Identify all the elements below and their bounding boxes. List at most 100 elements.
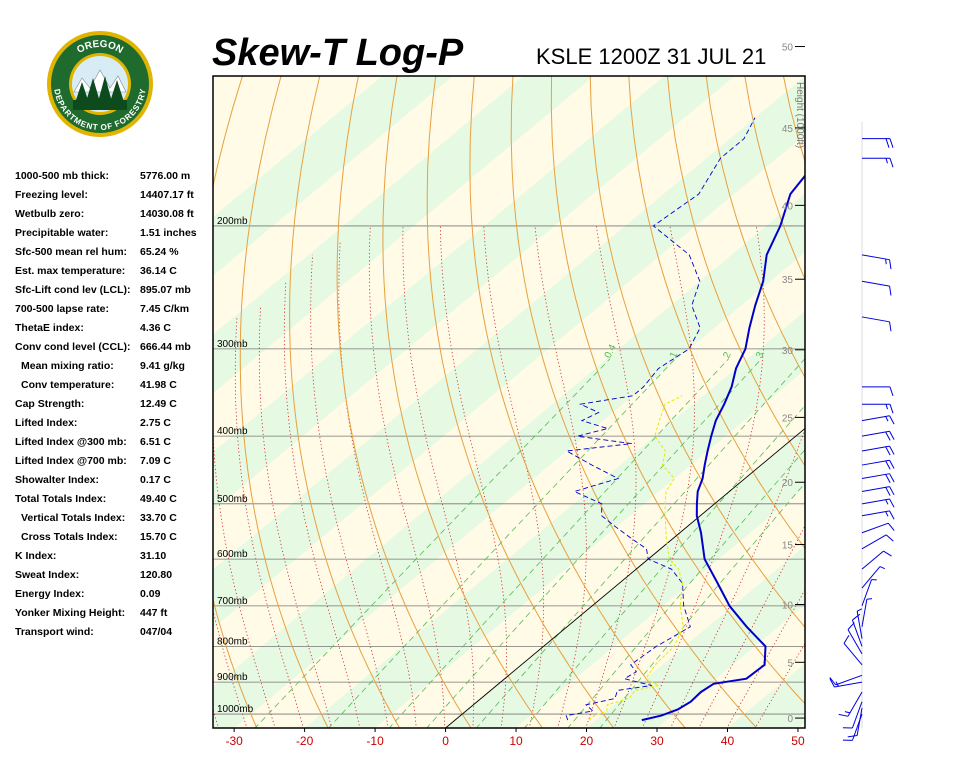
isotherm-band xyxy=(868,76,960,728)
isotherm-band xyxy=(586,545,805,728)
isotherm-band xyxy=(213,76,735,511)
stat-value: 33.70 C xyxy=(140,512,177,524)
dry-adiabat xyxy=(426,76,615,728)
stat-row: 700-500 lapse rate: 7.45 C/km xyxy=(15,303,215,322)
dry-adiabat xyxy=(382,76,543,728)
stat-row: Wetbulb zero: 14030.08 ft xyxy=(15,208,215,227)
dry-adiabat xyxy=(705,76,805,379)
stat-label: Yonker Mixing Height: xyxy=(15,607,126,619)
stat-row: Freezing level: 14407.17 ft xyxy=(15,189,215,208)
stat-label: Energy Index: xyxy=(15,588,85,600)
wetbulb-line xyxy=(588,395,684,721)
dry-adiabat xyxy=(782,76,805,164)
stat-row: K Index: 31.10 xyxy=(15,550,215,569)
x-tick-label: 0 xyxy=(442,734,449,748)
moist-adiabat xyxy=(439,225,507,728)
wind-barb xyxy=(829,674,863,686)
stat-value: 120.80 xyxy=(140,569,173,581)
dry-adiabat xyxy=(821,71,960,729)
temperature-line xyxy=(641,174,805,722)
mixing-ratio-label: 1 xyxy=(668,350,681,360)
oregon-forestry-logo: OREGON DEPARTMENT OF FORESTRY xyxy=(47,31,153,137)
stat-row: Total Totals Index: 49.40 C xyxy=(15,493,215,512)
height-tick-label: 45 xyxy=(782,124,794,135)
height-tick-label: 40 xyxy=(782,201,794,212)
stat-label: Freezing level: xyxy=(15,189,88,201)
moist-adiabat xyxy=(402,225,475,728)
wind-barb xyxy=(861,498,895,508)
stat-value: 41.98 C xyxy=(140,379,177,391)
dry-adiabat xyxy=(936,71,960,729)
wind-barb xyxy=(861,430,895,441)
stat-value: 447 ft xyxy=(140,607,168,619)
x-tick-label: -10 xyxy=(366,734,384,748)
stat-row: Conv temperature: 41.98 C xyxy=(15,379,215,398)
stat-label: Showalter Index: xyxy=(15,474,100,486)
isotherm-band xyxy=(304,311,805,728)
mixing-ratio-line xyxy=(388,358,729,728)
stat-label: Transport wind: xyxy=(15,626,94,638)
stat-row: Lifted Index @300 mb: 6.51 C xyxy=(15,436,215,455)
stat-label: ThetaE index: xyxy=(15,322,84,334)
stat-row: Sfc-Lift cond lev (LCL): 895.07 mb xyxy=(15,284,215,303)
dry-adiabat xyxy=(550,76,805,705)
wind-barb xyxy=(842,701,863,729)
dry-adiabat xyxy=(135,71,205,729)
wind-barb xyxy=(861,459,895,470)
wind-barb xyxy=(843,634,863,666)
stat-value: 15.70 C xyxy=(140,531,177,543)
dry-adiabat xyxy=(628,76,805,550)
isotherm-band xyxy=(213,193,805,728)
mixing-ratio-line xyxy=(567,449,805,728)
station-time: KSLE 1200Z 31 JUL 21 xyxy=(536,44,767,69)
height-tick-label: 0 xyxy=(787,714,793,725)
stat-value: 31.10 xyxy=(140,550,167,562)
wind-barb xyxy=(861,473,895,483)
wind-barb xyxy=(862,138,894,148)
stat-row: Precipitable water: 1.51 inches xyxy=(15,227,215,246)
moist-adiabat xyxy=(483,225,545,728)
dry-adiabat xyxy=(336,76,472,728)
moist-adiabat xyxy=(213,708,220,728)
stat-row: Lifted Index: 2.75 C xyxy=(15,417,215,436)
isotherm-band xyxy=(213,76,594,394)
dry-adiabat xyxy=(289,76,401,728)
wind-barb xyxy=(847,707,863,738)
stat-label: Vertical Totals Index: xyxy=(21,512,126,524)
wind-barb xyxy=(862,157,894,168)
mixing-ratio-line xyxy=(254,358,611,728)
dry-adiabat xyxy=(510,76,758,728)
stat-value: 36.14 C xyxy=(140,265,177,277)
stat-label: Conv temperature: xyxy=(21,379,115,391)
pressure-label: 1000mb xyxy=(217,704,254,715)
wind-barb xyxy=(861,522,895,534)
mixing-ratio-label: 2 xyxy=(721,350,734,360)
stat-row: Lifted Index @700 mb: 7.09 C xyxy=(15,455,215,474)
stat-value: 7.09 C xyxy=(140,455,171,467)
stat-row: 1000-500 mb thick: 5776.00 m xyxy=(15,170,215,189)
logo-top-text: OREGON xyxy=(75,39,125,56)
wind-barb xyxy=(851,613,863,647)
stat-row: Yonker Mixing Height: 447 ft xyxy=(15,607,215,626)
x-tick-label: 40 xyxy=(721,734,735,748)
mixing-ratio-line xyxy=(524,405,805,728)
stat-row: Sweat Index: 120.80 xyxy=(15,569,215,588)
stat-value: 1.51 inches xyxy=(140,227,197,239)
stat-label: Lifted Index @700 mb: xyxy=(15,455,127,467)
pressure-label: 200mb xyxy=(217,216,248,227)
height-tick-label: 30 xyxy=(782,346,794,357)
stat-label: 700-500 lapse rate: xyxy=(15,303,109,315)
stat-row: Mean mixing ratio: 9.41 g/kg xyxy=(15,360,215,379)
moist-adiabat xyxy=(283,281,361,728)
x-tick-label: 10 xyxy=(509,734,523,748)
stat-label: Cross Totals Index: xyxy=(21,531,118,543)
stat-value: 2.75 C xyxy=(140,417,171,429)
wind-barb xyxy=(861,316,892,332)
moist-adiabat xyxy=(144,396,191,729)
stat-value: 14030.08 ft xyxy=(140,208,194,220)
wind-barb xyxy=(856,608,863,639)
pressure-label: 900mb xyxy=(217,672,248,683)
plot-border xyxy=(212,75,806,729)
pressure-label: 700mb xyxy=(217,596,248,607)
